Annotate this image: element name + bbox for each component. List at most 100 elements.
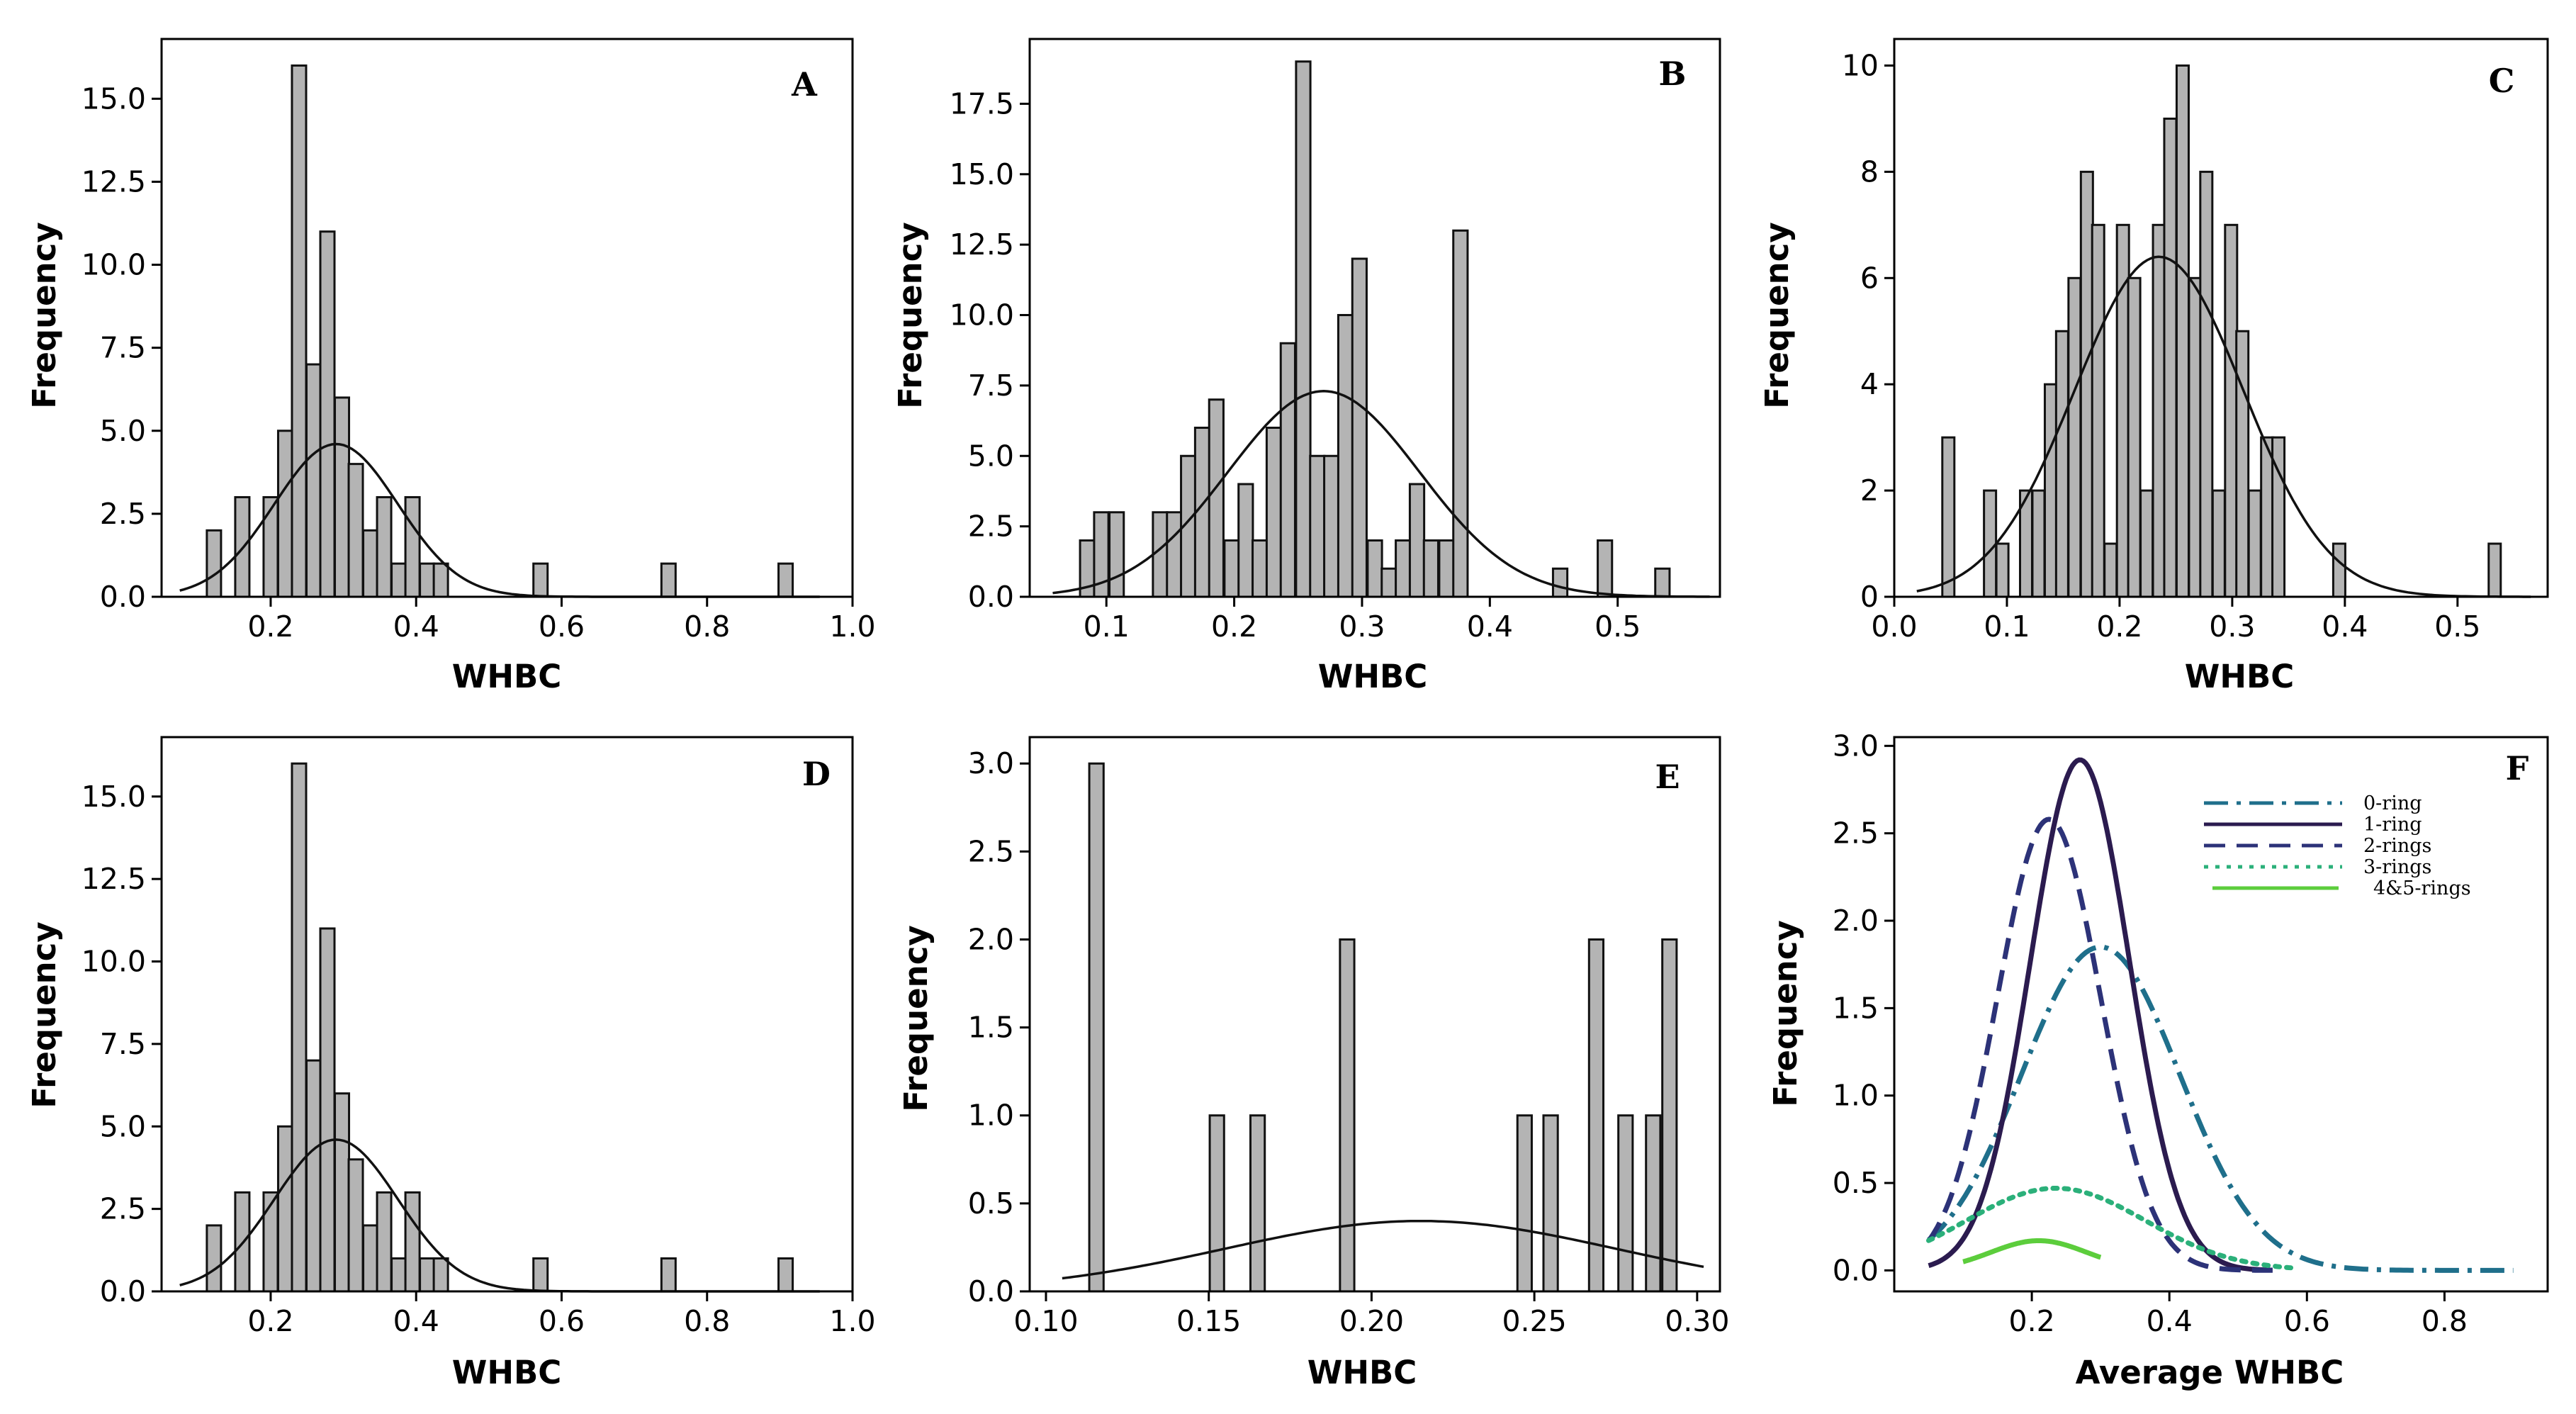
- xtick-label-f-2: 0.6: [2284, 1304, 2330, 1338]
- bar-a-14: [432, 562, 449, 598]
- bar-c-6: [2054, 330, 2069, 598]
- ytick-label-e-0: 0.0: [968, 1274, 1014, 1308]
- bar-e-6: [1587, 938, 1605, 1293]
- ylabel-a: Frequency: [26, 222, 63, 408]
- bar-b-17: [1351, 257, 1368, 598]
- xlabel-a: WHBC: [452, 658, 562, 695]
- ylabel-f: Frequency: [1767, 920, 1804, 1106]
- bar-c-19: [2211, 489, 2226, 598]
- bar-b-4: [1166, 511, 1183, 598]
- bar-d-3: [276, 1125, 293, 1293]
- bar-b-9: [1237, 483, 1254, 598]
- fit-curve-e: [1062, 1219, 1704, 1280]
- bar-d-8: [347, 1158, 364, 1293]
- ytick-label-b-2: 5.0: [968, 439, 1014, 473]
- ytick-label-d-0: 0.0: [100, 1274, 146, 1308]
- ytick-label-e-2: 1.0: [968, 1099, 1014, 1133]
- panel-b: Frequency WHBC B: [892, 55, 1686, 695]
- bar-d-9: [362, 1224, 379, 1293]
- legend-label-0: 0-ring: [2363, 792, 2422, 814]
- ytick-label-c-1: 2: [1860, 473, 1879, 507]
- ytick-label-c-0: 0: [1860, 580, 1879, 614]
- ytick-label-a-0: 0.0: [100, 580, 146, 614]
- panel-letter-f: F: [2506, 749, 2529, 787]
- bar-a-0: [206, 529, 223, 598]
- axes-frame-b: [1028, 38, 1721, 598]
- xtick-label-b-1: 0.2: [1211, 610, 1257, 644]
- curve-f-1: [1928, 757, 2273, 1273]
- xtick-label-c-1: 0.1: [1984, 610, 2030, 644]
- bar-d-6: [319, 927, 336, 1293]
- ytick-label-c-5: 10: [1842, 48, 1879, 82]
- xtick-label-e-1: 0.15: [1176, 1304, 1241, 1338]
- bar-a-5: [305, 363, 322, 598]
- bar-d-11: [390, 1257, 407, 1293]
- xtick-label-f-3: 0.8: [2422, 1304, 2468, 1338]
- xtick-label-b-3: 0.4: [1467, 610, 1513, 644]
- bar-a-2: [262, 495, 279, 598]
- bar-b-14: [1309, 454, 1326, 598]
- bar-b-15: [1323, 454, 1340, 598]
- xlabel-f: Average WHBC: [2076, 1354, 2344, 1391]
- ytick-label-d-4: 10.0: [81, 945, 146, 979]
- ytick-label-d-3: 7.5: [100, 1027, 146, 1061]
- axes-frame-a: [160, 38, 854, 598]
- axes-frame-d: [160, 736, 854, 1293]
- ytick-label-b-0: 0.0: [968, 580, 1014, 614]
- panel-letter-e: E: [1655, 758, 1680, 796]
- panel-letter-d: D: [802, 755, 831, 793]
- bar-c-25: [2332, 542, 2346, 598]
- panel-d: Frequency WHBC D: [26, 755, 831, 1391]
- legend-label-1: 1-ring: [2363, 814, 2422, 836]
- ytick-label-e-6: 3.0: [968, 746, 1014, 780]
- panel-letter-c: C: [2489, 62, 2515, 100]
- xlabel-e: WHBC: [1307, 1354, 1417, 1391]
- ytick-label-a-1: 2.5: [100, 497, 146, 531]
- bar-d-7: [334, 1092, 351, 1293]
- bar-e-1: [1208, 1114, 1225, 1293]
- ytick-label-e-5: 2.5: [968, 834, 1014, 868]
- bar-b-21: [1408, 483, 1426, 598]
- xtick-label-b-0: 0.1: [1084, 610, 1130, 644]
- ylabel-e: Frequency: [897, 925, 935, 1111]
- xtick-label-e-3: 0.25: [1502, 1304, 1566, 1338]
- ytick-label-b-7: 17.5: [950, 86, 1014, 120]
- bar-b-8: [1223, 539, 1240, 598]
- ytick-label-b-3: 7.5: [968, 369, 1014, 403]
- bar-a-8: [347, 463, 364, 598]
- xtick-label-e-4: 0.30: [1665, 1304, 1729, 1338]
- bar-d-5: [305, 1059, 322, 1293]
- ytick-label-d-6: 15.0: [81, 780, 146, 814]
- ytick-label-f-4: 2.0: [1833, 904, 1879, 938]
- bar-a-6: [319, 230, 336, 598]
- ytick-label-b-1: 2.5: [968, 510, 1014, 544]
- bar-c-26: [2487, 542, 2502, 598]
- xtick-label-b-2: 0.3: [1339, 610, 1385, 644]
- axes-frame-f: [1893, 736, 2549, 1293]
- bar-e-8: [1645, 1114, 1662, 1293]
- bar-c-22: [2247, 489, 2262, 598]
- fit-curve-c: [1916, 255, 2531, 598]
- bar-c-12: [2127, 276, 2142, 598]
- bar-b-20: [1395, 539, 1412, 598]
- ytick-label-a-3: 7.5: [100, 331, 146, 365]
- bar-a-11: [390, 562, 407, 598]
- ytick-label-a-5: 12.5: [81, 164, 146, 198]
- ytick-label-a-6: 15.0: [81, 82, 146, 116]
- bar-d-0: [206, 1224, 223, 1293]
- bar-d-17: [777, 1257, 794, 1293]
- ytick-label-c-3: 6: [1860, 261, 1879, 295]
- axes-frame-c: [1893, 38, 2549, 598]
- ytick-label-f-6: 3.0: [1833, 729, 1879, 763]
- plot-c: 0.0 0.1 0.2 0.3 0.4 0.5 0 2 4 6 8 10: [1842, 38, 2549, 644]
- plot-b: 0.1 0.2 0.3 0.4 0.5 0.0 2.5 5.0 7.5 10.0 12.5 15.0 1…: [950, 38, 1721, 644]
- bar-d-16: [660, 1257, 677, 1293]
- bar-d-15: [532, 1257, 549, 1293]
- bar-a-9: [362, 529, 379, 598]
- xtick-label-b-4: 0.5: [1594, 610, 1641, 644]
- ytick-label-f-5: 2.5: [1833, 817, 1879, 851]
- xtick-label-a-2: 0.6: [539, 610, 585, 644]
- bar-c-18: [2199, 170, 2214, 598]
- bar-c-2: [1995, 542, 2010, 598]
